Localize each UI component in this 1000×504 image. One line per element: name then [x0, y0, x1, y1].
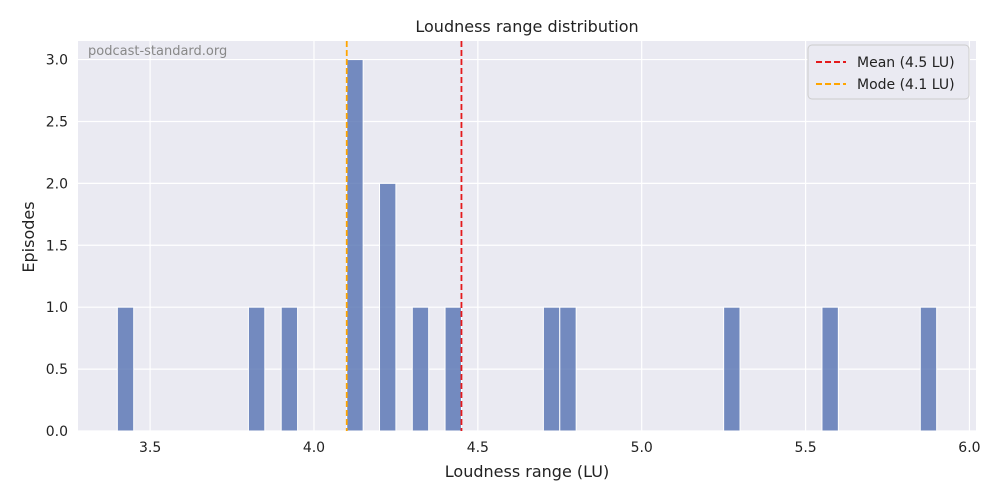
legend-mode-label: Mode (4.1 LU) — [857, 77, 955, 93]
y-tick-label: 2.5 — [46, 114, 68, 130]
histogram-bar — [247, 306, 266, 432]
histogram-bar — [444, 306, 462, 432]
x-tick-labels: 3.5 4.0 4.5 5.0 5.5 6.0 — [139, 440, 981, 456]
x-tick-label: 4.5 — [467, 440, 489, 456]
legend-mean-label: Mean (4.5 LU) — [857, 55, 955, 71]
legend-box — [807, 44, 970, 100]
chart-title: Loudness range distribution — [415, 17, 638, 36]
x-tick-label: 5.0 — [631, 440, 653, 456]
histogram-bar — [280, 306, 299, 432]
histogram-bar — [723, 306, 741, 432]
y-tick-label: 1.0 — [46, 300, 68, 316]
y-tick-label: 0.5 — [46, 362, 68, 378]
legend: Mean (4.5 LU) Mode (4.1 LU) — [807, 44, 970, 100]
histogram-bar — [116, 306, 135, 432]
histogram-bars — [116, 59, 938, 432]
x-tick-label: 3.5 — [139, 440, 161, 456]
histogram-bar — [379, 182, 397, 432]
reference-lines — [345, 41, 463, 431]
histogram-bar — [821, 306, 839, 432]
y-axis-label: Episodes — [19, 201, 38, 272]
histogram-bar — [542, 306, 561, 432]
y-tick-label: 0.0 — [46, 424, 68, 440]
watermark-text: podcast-standard.org — [88, 44, 227, 59]
histogram-bar — [559, 306, 577, 432]
y-tick-label: 2.0 — [46, 176, 68, 192]
histogram-bar — [411, 306, 430, 432]
x-tick-label: 6.0 — [958, 440, 980, 456]
y-tick-label: 1.5 — [46, 238, 68, 254]
y-tick-label: 3.0 — [46, 53, 68, 69]
x-tick-label: 4.0 — [303, 440, 325, 456]
x-tick-label: 5.5 — [794, 440, 816, 456]
histogram-bar — [919, 306, 938, 432]
x-axis-label: Loudness range (LU) — [445, 462, 609, 481]
histogram-bar — [346, 59, 364, 432]
y-tick-labels: 0.0 0.5 1.0 1.5 2.0 2.5 3.0 — [46, 53, 68, 440]
